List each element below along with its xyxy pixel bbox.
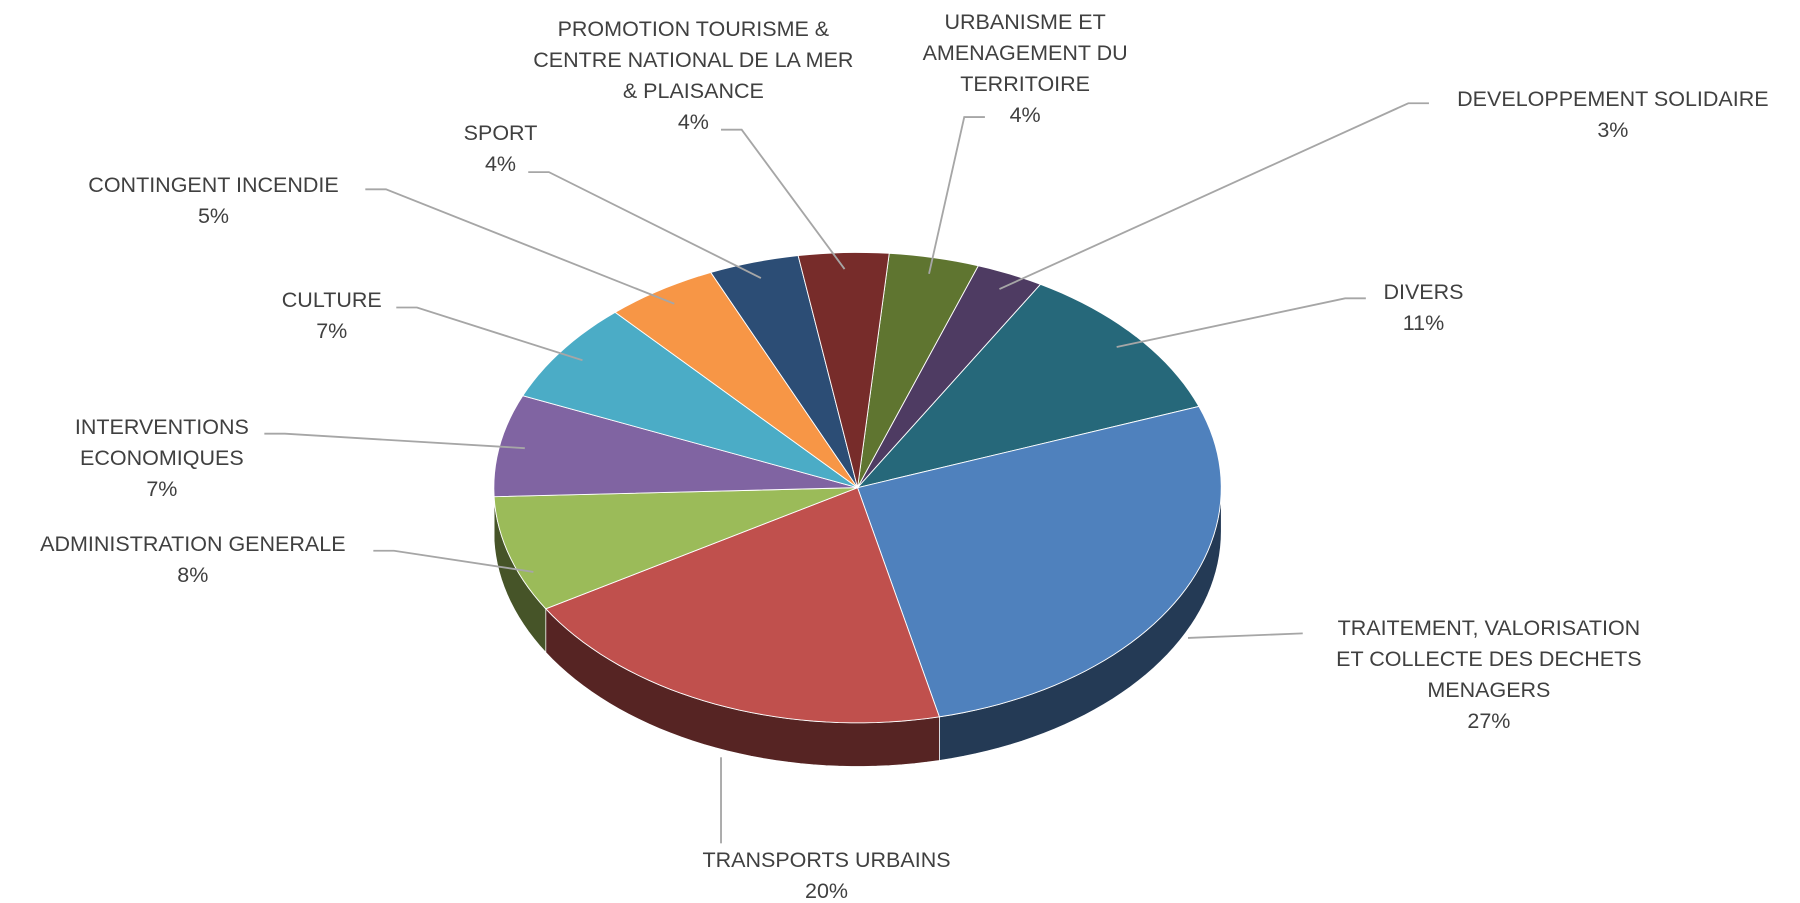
leader-line (721, 128, 846, 270)
data-label: DEVELOPPEMENT SOLIDAIRE 3% (1457, 84, 1768, 146)
category-label: CULTURE (281, 287, 382, 312)
data-label: ADMINISTRATION GENERALE 8% (40, 529, 345, 591)
data-label: INTERVENTIONS ECONOMIQUES 7% (75, 412, 249, 505)
data-label: TRAITEMENT, VALORISATION ET COLLECTE DES… (1336, 613, 1641, 737)
slice (857, 252, 980, 488)
slice (493, 487, 858, 610)
value-label: 7% (316, 318, 348, 343)
category-label: CONTINGENT INCENDIE (88, 172, 339, 197)
data-label: URBANISME ET AMENAGEMENT DU TERRITOIRE 4% (923, 7, 1128, 131)
category-label: SPORT (463, 121, 538, 146)
category-label: URBANISME ET AMENAGEMENT DU TERRITOIRE (922, 9, 1128, 96)
category-label: TRAITEMENT, VALORISATION ET COLLECTE DES… (1336, 616, 1642, 702)
slice (856, 283, 1200, 489)
slice (544, 487, 940, 724)
category-label: TRANSPORTS URBAINS (702, 847, 951, 872)
value-label: 27% (1467, 709, 1511, 733)
value-label: 4% (484, 152, 517, 177)
value-label: 5% (197, 203, 230, 228)
value-label: 4% (677, 109, 709, 134)
category-label: DEVELOPPEMENT SOLIDAIRE (1457, 86, 1769, 111)
leader-line (1116, 297, 1366, 348)
value-label: 11% (1402, 310, 1445, 335)
data-label: DIVERS 11% (1383, 277, 1463, 339)
value-label: 4% (1009, 102, 1041, 127)
leader-line (928, 116, 985, 275)
value-label: 3% (1597, 117, 1629, 142)
data-label: TRANSPORTS URBAINS 20% (702, 845, 950, 903)
category-label: PROMOTION TOURISME & CENTRE NATIONAL DE … (533, 16, 854, 103)
slice (521, 311, 858, 489)
data-label: SPORT 4% (464, 118, 538, 180)
data-label: PROMOTION TOURISME & CENTRE NATIONAL DE … (533, 14, 853, 138)
category-label: DIVERS (1383, 279, 1464, 304)
slice (614, 271, 858, 489)
leader-line (528, 171, 762, 279)
leader-line (365, 188, 675, 305)
slice (856, 405, 1222, 718)
leader-line (1187, 632, 1303, 639)
leader-line (396, 306, 583, 362)
slice (797, 251, 890, 488)
category-label: INTERVENTIONS ECONOMIQUES (74, 415, 249, 471)
data-label: CULTURE 7% (282, 285, 382, 347)
slice (493, 395, 858, 498)
data-label: CONTINGENT INCENDIE 5% (88, 170, 338, 232)
leader-line (999, 102, 1429, 290)
slice (710, 255, 858, 488)
slice (857, 265, 1042, 488)
value-label: 20% (804, 878, 849, 903)
leader-line (264, 432, 525, 450)
leader-line (373, 549, 534, 573)
category-label: ADMINISTRATION GENERALE (40, 532, 346, 557)
value-label: 8% (177, 563, 209, 588)
value-label: 7% (146, 477, 178, 502)
